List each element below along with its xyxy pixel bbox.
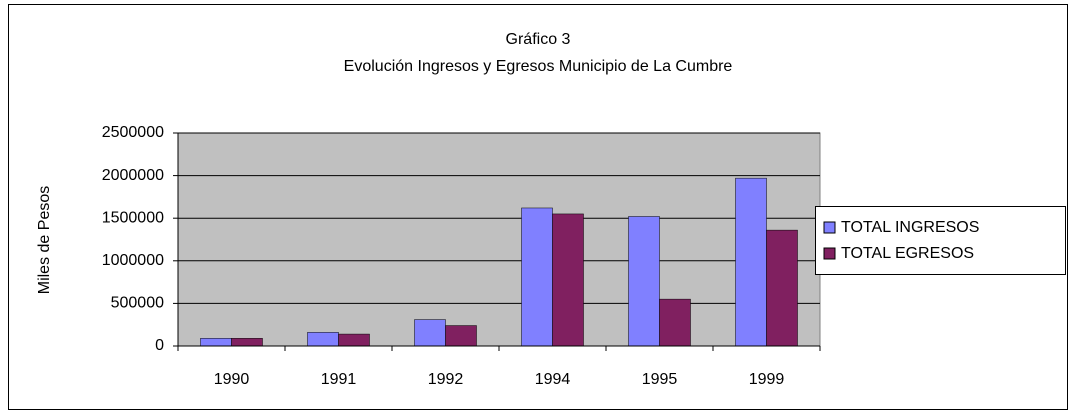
y-tick-label: 2500000	[102, 124, 164, 141]
bar	[307, 332, 339, 347]
legend-label: TOTAL INGRESOS	[841, 219, 979, 236]
bar	[521, 207, 553, 347]
x-tick-label: 1992	[428, 371, 464, 388]
y-tick-label: 500000	[111, 295, 164, 312]
legend-label: TOTAL EGRESOS	[841, 245, 974, 262]
y-tick-label: 1000000	[102, 252, 164, 269]
bar	[766, 229, 798, 347]
y-tick-label: 1500000	[102, 209, 164, 226]
bar	[200, 338, 232, 347]
bar	[338, 333, 370, 347]
bar	[414, 319, 446, 347]
bar	[445, 325, 477, 347]
legend-swatch	[823, 247, 836, 260]
x-tick-label: 1991	[321, 371, 357, 388]
y-axis-label: Miles de Pesos	[36, 186, 53, 295]
legend-box	[815, 206, 1066, 275]
y-tick-label: 2000000	[102, 167, 164, 184]
x-tick-label: 1990	[214, 371, 250, 388]
bar	[628, 216, 660, 347]
plot-area	[177, 132, 821, 347]
x-tick-label: 1995	[642, 371, 678, 388]
legend-swatch	[823, 221, 836, 234]
x-tick-label: 1999	[749, 371, 785, 388]
chart-subtitle: Evolución Ingresos y Egresos Municipio d…	[344, 58, 733, 75]
bar	[659, 298, 691, 347]
y-tick-label: 0	[155, 337, 164, 354]
bar	[231, 338, 263, 347]
chart-title: Gráfico 3	[506, 31, 571, 48]
x-tick-label: 1994	[535, 371, 571, 388]
bar	[552, 213, 584, 347]
bar	[735, 177, 767, 347]
